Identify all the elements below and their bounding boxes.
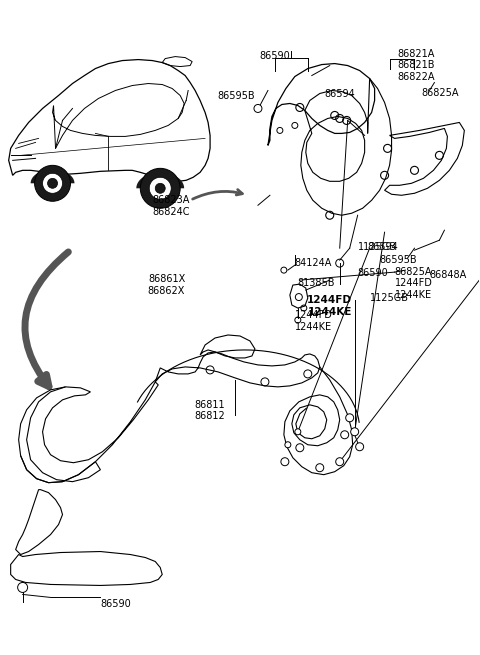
Circle shape — [140, 168, 180, 208]
Circle shape — [346, 414, 354, 422]
Circle shape — [254, 105, 262, 113]
Circle shape — [351, 428, 359, 436]
Text: 86825A: 86825A — [421, 88, 459, 98]
Text: 1244FD
1244KE: 1244FD 1244KE — [307, 295, 352, 316]
Circle shape — [155, 183, 165, 193]
Text: 86595B: 86595B — [380, 255, 417, 265]
Text: 84124A: 84124A — [295, 258, 332, 268]
Text: 86590: 86590 — [260, 50, 290, 61]
Circle shape — [295, 429, 301, 435]
Circle shape — [35, 165, 71, 201]
Text: 86811
86812: 86811 86812 — [194, 400, 225, 421]
Circle shape — [285, 441, 291, 448]
Polygon shape — [31, 170, 74, 183]
Text: 86861X
86862X: 86861X 86862X — [148, 274, 185, 295]
Circle shape — [336, 458, 344, 466]
Text: 81385B: 81385B — [298, 278, 336, 288]
Circle shape — [43, 174, 62, 193]
Text: 86848A: 86848A — [430, 270, 467, 280]
Text: 86825A: 86825A — [395, 267, 432, 277]
Circle shape — [149, 178, 171, 199]
Text: 86594: 86594 — [368, 242, 398, 252]
Circle shape — [356, 443, 364, 451]
Text: 86595B: 86595B — [217, 90, 255, 100]
Polygon shape — [136, 172, 184, 188]
Text: 86823A
86824C: 86823A 86824C — [153, 195, 190, 217]
Circle shape — [277, 128, 283, 134]
Text: 86590: 86590 — [358, 268, 388, 278]
Text: 1125GB: 1125GB — [358, 242, 396, 252]
Text: 1244FD
1244KE: 1244FD 1244KE — [395, 278, 432, 300]
Text: 1244FD
1244KE: 1244FD 1244KE — [295, 310, 333, 331]
Circle shape — [48, 178, 58, 188]
Text: 1125GB: 1125GB — [370, 293, 408, 303]
Circle shape — [292, 122, 298, 128]
Text: 86590: 86590 — [100, 599, 131, 609]
Text: 86594: 86594 — [325, 88, 356, 98]
Text: 86821A
86821B
86822A: 86821A 86821B 86822A — [397, 48, 435, 82]
